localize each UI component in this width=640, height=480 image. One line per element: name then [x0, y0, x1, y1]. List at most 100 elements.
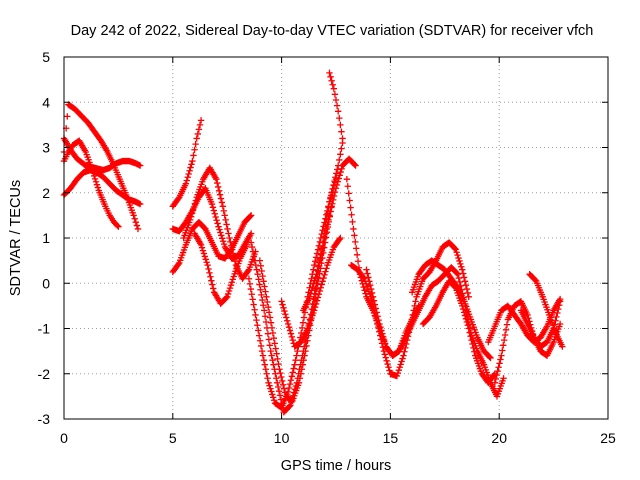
data-point-marker [230, 254, 238, 261]
data-point-marker [268, 324, 276, 332]
data-point-marker [385, 364, 392, 371]
data-point-marker [317, 251, 325, 259]
data-point-marker [216, 226, 223, 233]
data-point-marker [258, 291, 265, 299]
data-point-marker [459, 266, 466, 273]
data-point-marker [268, 388, 275, 395]
data-point-marker [366, 278, 373, 285]
data-point-marker [271, 340, 278, 347]
data-point-marker [223, 221, 230, 228]
data-point-marker [224, 293, 231, 301]
data-point-marker [214, 220, 221, 227]
data-point-marker [459, 305, 467, 313]
data-point-marker [454, 271, 462, 278]
data-point-marker [260, 356, 268, 364]
data-point-marker [249, 296, 256, 303]
data-point-marker [199, 247, 207, 254]
data-point-marker [453, 270, 461, 277]
data-point-marker [312, 274, 319, 281]
data-point-marker [487, 354, 494, 362]
data-point-marker [321, 271, 328, 279]
data-point-marker [337, 151, 344, 158]
y-tick-label: 3 [42, 140, 50, 156]
data-point-marker [261, 361, 269, 368]
x-tick-label: 15 [383, 430, 399, 446]
data-point-marker [211, 210, 218, 217]
data-point-marker [337, 168, 344, 176]
data-point-marker [194, 130, 202, 138]
data-point-marker [396, 364, 403, 371]
data-point-marker [274, 355, 281, 363]
data-point-marker [287, 377, 295, 384]
data-point-marker [303, 342, 310, 350]
data-point-marker [559, 343, 566, 350]
data-point-marker [260, 307, 268, 314]
data-point-marker [279, 381, 287, 388]
data-point-marker [115, 223, 122, 230]
data-point-marker [228, 279, 236, 286]
data-point-marker [225, 287, 233, 295]
data-point-marker [263, 293, 270, 301]
data-point-marker [324, 221, 331, 228]
data-point-marker [332, 96, 340, 104]
data-point-marker [459, 302, 466, 310]
data-point-marker [457, 260, 464, 268]
data-point-marker [299, 361, 306, 368]
data-point-marker [327, 208, 334, 215]
data-point-marker [400, 352, 407, 359]
data-point-marker [553, 313, 560, 321]
data-point-marker [266, 314, 274, 321]
data-point-marker [262, 288, 269, 295]
data-point-marker [203, 259, 210, 266]
data-point-marker [386, 367, 393, 374]
data-point-marker [64, 113, 71, 120]
data-point-marker [372, 305, 379, 312]
data-point-marker [206, 269, 213, 277]
data-point-marker [308, 287, 315, 294]
data-point-marker [277, 369, 284, 377]
data-point-marker [270, 397, 278, 404]
data-point-marker [274, 379, 281, 386]
data-point-marker [257, 342, 265, 350]
data-point-marker [94, 184, 102, 191]
data-point-marker [300, 356, 307, 364]
data-point-marker [276, 366, 283, 373]
data-point-marker [252, 311, 259, 319]
data-point-marker [275, 388, 283, 395]
data-point-marker [313, 297, 321, 304]
data-point-marker [274, 383, 282, 391]
y-axis-ticks: -3 -2 -1 0 1 2 3 4 5 [38, 49, 608, 427]
data-point-marker [190, 203, 198, 211]
data-point-marker [336, 156, 343, 164]
data-point-marker [491, 379, 499, 386]
x-tick-label: 10 [274, 430, 290, 446]
data-point-marker [272, 345, 279, 352]
data-point-marker [243, 241, 250, 248]
data-point-marker [497, 356, 504, 363]
data-point-marker [364, 270, 371, 277]
data-point-marker [384, 360, 391, 368]
data-point-marker [278, 400, 286, 408]
data-point-marker [247, 239, 255, 246]
data-point-marker [501, 331, 509, 339]
data-point-marker [218, 232, 225, 239]
data-point-marker [311, 258, 319, 265]
data-point-marker [334, 108, 342, 115]
data-point-marker [114, 222, 121, 229]
data-point-marker [208, 200, 216, 208]
data-point-marker [265, 379, 272, 386]
data-point-marker [353, 251, 361, 259]
data-point-marker [293, 352, 300, 359]
data-point-marker [208, 277, 215, 284]
data-point-marker [247, 212, 255, 219]
data-point-marker [496, 360, 503, 367]
x-tick-label: 0 [60, 430, 68, 446]
data-point-marker [290, 365, 297, 372]
data-point-marker [259, 352, 267, 359]
data-point-marker [202, 256, 209, 263]
data-point-marker [306, 293, 314, 301]
data-point-marker [267, 319, 275, 326]
data-point-marker [349, 218, 356, 226]
data-point-marker [452, 246, 459, 253]
data-point-marker [198, 244, 206, 251]
